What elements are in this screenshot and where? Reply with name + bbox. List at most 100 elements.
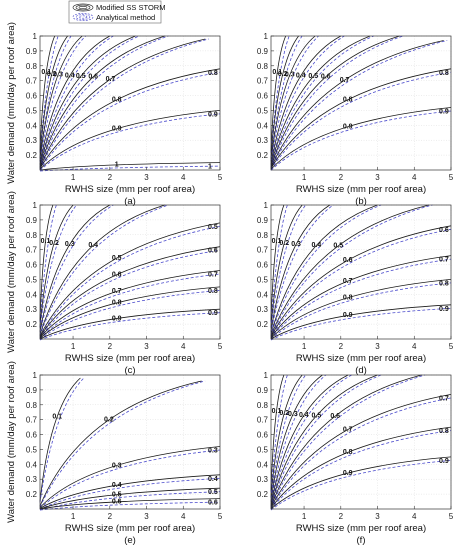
panel-letter: (b)	[355, 196, 367, 207]
contour-line-modified	[39, 222, 221, 337]
y-tick-label: 0.6	[257, 92, 269, 101]
x-tick-label: 5	[449, 173, 454, 182]
x-tick-label: 4	[181, 512, 186, 521]
y-tick-label: 0.2	[26, 490, 38, 499]
contour-line-analytical	[39, 273, 221, 339]
contour-line-modified	[39, 446, 221, 508]
contour-label: 0.6	[330, 413, 340, 420]
contour-label: 0.1	[272, 69, 282, 76]
y-tick-label: 0.9	[257, 216, 269, 225]
y-axis-label: Water demand (mm/day per roof area)	[6, 191, 17, 353]
contour-line-analytical	[270, 307, 452, 341]
panel-letter: (c)	[124, 365, 135, 376]
contour-line-modified	[270, 374, 349, 505]
contour-label: 0.1	[272, 408, 282, 415]
contour-label: 0.3	[65, 241, 75, 248]
panel-d: 0.10.2 0.3 0.4 0.50.60.60.70.70.80.80.90.91…	[257, 201, 454, 376]
y-tick-label: 1	[33, 371, 38, 380]
contour-line-analytical	[39, 113, 221, 171]
contour-label: 0.2	[279, 410, 289, 417]
panel-c: 0.10.2 0.3 0.40.50.50.60.60.70.70.80.80.90…	[6, 191, 223, 376]
y-tick-label: 0.8	[26, 401, 38, 410]
contour-line-modified	[270, 304, 452, 340]
y-tick-label: 0.5	[257, 106, 269, 115]
contour-line-modified	[270, 279, 452, 339]
contour-label: 0.5	[312, 413, 322, 420]
contour-line-modified	[270, 35, 341, 165]
y-tick-label: 0.4	[257, 121, 269, 130]
x-tick-label: 1	[302, 342, 307, 351]
contour-line-modified	[39, 308, 221, 340]
contour-line-modified	[39, 498, 221, 510]
contour-line-analytical	[39, 290, 221, 340]
contour-label: 0.6	[112, 272, 122, 279]
contour-line-analytical	[39, 71, 221, 170]
contour-line-modified	[39, 487, 221, 510]
contour-line-analytical	[39, 204, 77, 329]
y-tick-label: 0.2	[257, 320, 269, 329]
y-tick-label: 0.6	[257, 261, 269, 270]
contour-label: 0.3	[288, 411, 298, 418]
panel-letter: (d)	[355, 365, 367, 376]
x-tick-label: 4	[412, 512, 417, 521]
contour-label-edge: 0.6	[208, 248, 218, 255]
contour-line-modified	[39, 35, 136, 166]
y-axis-label: Water demand (mm/day per roof area)	[6, 22, 17, 184]
contour-label-edge: 0.3	[208, 448, 218, 455]
contour-line-analytical	[270, 374, 382, 508]
contour-label-edge: 0.6	[439, 227, 449, 234]
contour-line-analytical	[39, 35, 140, 167]
x-tick-label: 4	[412, 342, 417, 351]
contour-label: 0.7	[343, 426, 353, 433]
contour-line-analytical	[270, 374, 426, 508]
contour-line-analytical	[39, 380, 206, 508]
x-tick-label: 3	[144, 173, 149, 182]
contour-label: 0.2	[47, 71, 57, 78]
contour-line-analytical	[39, 35, 114, 166]
y-tick-label: 0.5	[257, 275, 269, 284]
panel-a: 0.10.20.3 0.4 0.5 0.6 0.70.80.80.90.91 11 2 3 4 5…	[6, 22, 223, 207]
legend-label-analytical: Analytical method	[96, 13, 155, 22]
x-tick-label: 1	[71, 342, 76, 351]
panel-e: 0.1 0.20.30.30.40.40.5 0.50.6 0.61 2 3 4 50.20.…	[6, 361, 223, 546]
contour-line-modified	[39, 110, 221, 170]
contour-line-modified	[270, 35, 371, 166]
y-tick-label: 0.5	[26, 445, 38, 454]
contour-line-modified	[39, 377, 81, 502]
y-tick-label: 0.3	[257, 136, 269, 145]
contour-line-modified	[270, 204, 303, 328]
contour-label: 0.4	[296, 73, 306, 80]
contour-line-modified	[39, 204, 166, 335]
contour-label-edge: 0.5	[208, 489, 218, 496]
contour-line-analytical	[39, 204, 114, 333]
contour-label-edge: 0.9	[208, 111, 218, 118]
contour-line-modified	[270, 225, 452, 337]
contour-line-modified	[270, 426, 452, 509]
contour-label: 0.5	[76, 73, 86, 80]
x-axis-label: RWHS size (mm per roof area)	[296, 184, 426, 195]
contour-label: 0.2	[278, 71, 288, 78]
contour-label: 0.6	[321, 74, 331, 81]
contour-line-analytical	[270, 35, 374, 167]
contour-label: 0.8	[343, 295, 353, 302]
contour-label: 0.9	[343, 312, 353, 319]
x-tick-label: 1	[302, 173, 307, 182]
contour-line-modified	[39, 204, 54, 322]
y-tick-label: 0.9	[257, 47, 269, 56]
contour-line-analytical	[270, 204, 433, 338]
y-tick-label: 0.9	[26, 47, 38, 56]
y-tick-label: 0.3	[26, 305, 38, 314]
contour-line-modified	[39, 204, 74, 328]
contour-line-analytical	[39, 226, 221, 338]
x-tick-label: 5	[218, 512, 223, 521]
legend-box	[68, 0, 162, 24]
contour-line-modified	[270, 394, 452, 508]
contour-line-modified	[270, 374, 422, 507]
contour-line-modified	[39, 162, 221, 171]
y-tick-label: 0.9	[26, 386, 38, 395]
plot-frame	[270, 35, 452, 171]
y-tick-label: 0.5	[26, 106, 38, 115]
contour-line-modified	[39, 35, 56, 153]
y-tick-label: 0.3	[26, 475, 38, 484]
